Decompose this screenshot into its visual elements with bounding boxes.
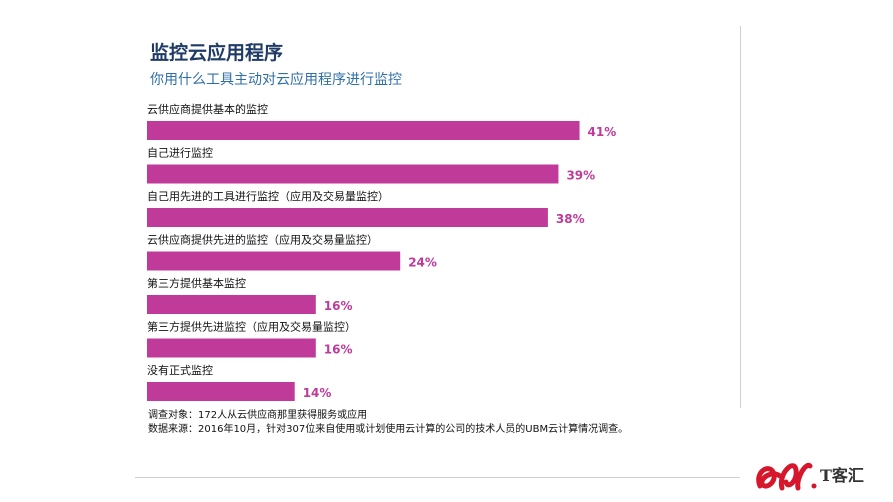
category-label: 云供应商提供先进的监控（应用及交易量监控） xyxy=(147,233,378,247)
category-label: 第三方提供基本监控 xyxy=(147,276,246,290)
bar xyxy=(147,295,316,314)
category-label: 云供应商提供基本的监控 xyxy=(147,102,268,116)
value-label: 16% xyxy=(324,343,353,357)
value-label: 14% xyxy=(303,386,332,400)
bar xyxy=(147,208,548,227)
source-note: 数据来源：2016年10月，针对307位来自使用或计划使用云计算的公司的技术人员… xyxy=(148,424,629,435)
vertical-divider xyxy=(740,26,741,408)
category-label: 没有正式监控 xyxy=(147,363,213,377)
brand-logo-mark xyxy=(756,462,817,491)
chart-title: 监控云应用程序 xyxy=(150,42,284,64)
value-label: 24% xyxy=(408,256,437,270)
bar xyxy=(147,251,401,271)
chart-subtitle: 你用什么工具主动对云应用程序进行监控 xyxy=(150,72,402,88)
bar xyxy=(147,382,295,401)
category-label: 自己用先进的工具进行监控（应用及交易量监控） xyxy=(147,189,389,203)
chart-notes: 调查对象：172人从云供应商那里获得服务或应用 数据来源：2016年10月，针对… xyxy=(148,409,628,437)
value-label: 38% xyxy=(556,212,585,226)
value-label: 39% xyxy=(566,169,595,183)
value-label: 16% xyxy=(324,299,353,313)
horizontal-divider xyxy=(135,477,740,478)
bar xyxy=(147,164,559,184)
category-label: 自己进行监控 xyxy=(147,146,213,160)
value-label: 41% xyxy=(588,125,617,139)
bar xyxy=(147,121,580,140)
brand-logo-text: T客汇 xyxy=(820,466,864,485)
bar xyxy=(147,338,316,358)
category-label: 第三方提供先进监控（应用及交易量监控） xyxy=(147,320,356,334)
survey-note: 调查对象：172人从云供应商那里获得服务或应用 xyxy=(148,410,368,421)
